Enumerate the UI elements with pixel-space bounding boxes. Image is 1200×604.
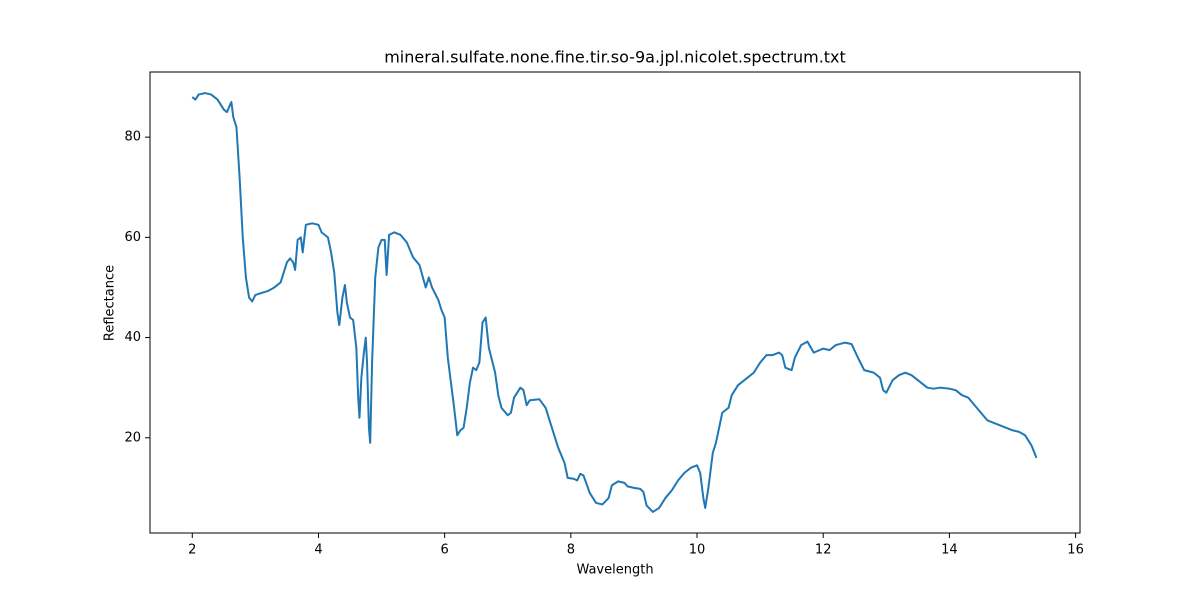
y-tick-label: 20 [124, 430, 141, 445]
x-tick-label: 14 [941, 543, 958, 558]
x-axis-label: Wavelength [576, 563, 653, 578]
x-tick-label: 16 [1067, 543, 1084, 558]
y-tick-label: 40 [124, 330, 141, 345]
x-tick-label: 4 [314, 543, 322, 558]
x-tick-label: 8 [567, 543, 575, 558]
x-tick-label: 2 [188, 543, 196, 558]
y-axis-label: Reflectance [103, 265, 118, 341]
y-tick-label: 60 [124, 230, 141, 245]
chart-title: mineral.sulfate.none.fine.tir.so-9a.jpl.… [384, 48, 846, 67]
x-tick-label: 6 [441, 543, 449, 558]
y-tick-label: 80 [124, 130, 141, 145]
x-tick-label: 12 [815, 543, 832, 558]
data-line [191, 92, 1038, 513]
plot-frame [149, 71, 1081, 534]
x-tick-label: 10 [689, 543, 706, 558]
